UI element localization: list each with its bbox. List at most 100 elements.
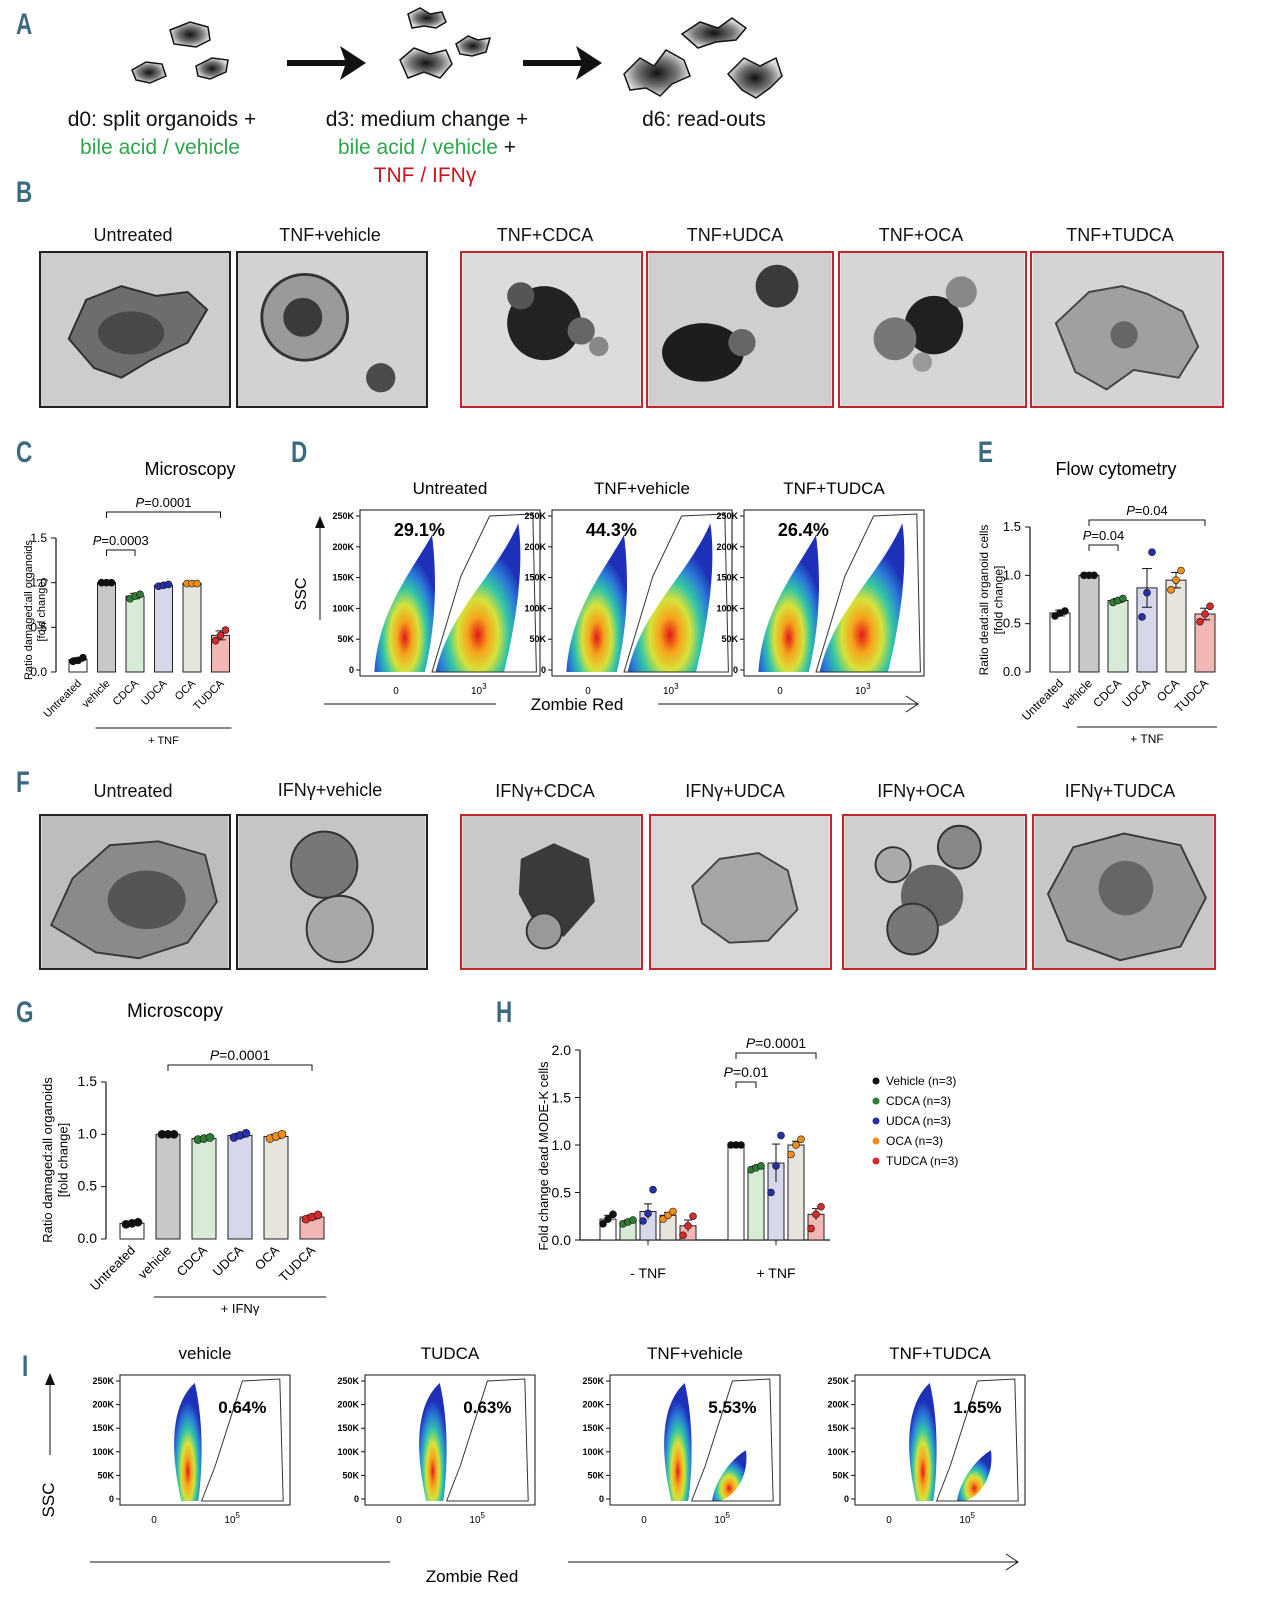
bar	[787, 1144, 805, 1241]
p-value-label: P=0.0001	[746, 1035, 807, 1051]
chart-title: Flow cytometry	[1055, 459, 1176, 479]
panel-label-i: I	[22, 1350, 29, 1383]
arrow-up-icon	[45, 1373, 55, 1385]
x-tick-exponent: 3	[866, 682, 871, 691]
y-tick-label: 0.0	[1003, 664, 1021, 679]
step2-line2-plus: +	[497, 136, 517, 159]
chart-e-flow-cytometry: Flow cytometry Ratio dead:all organoid c…	[977, 459, 1217, 746]
y-tick-label: 0	[541, 665, 546, 675]
panel-label-b: B	[16, 176, 33, 209]
x-tick-base: 10	[714, 1515, 726, 1526]
data-point	[609, 1210, 617, 1219]
y-tick-label: 100K	[827, 1447, 849, 1457]
y-tick-label: 0	[109, 1494, 114, 1504]
p-value-label: P=0.0001	[135, 495, 191, 510]
x-tick-label: 0	[777, 686, 783, 697]
micrograph-f-ifng-oca	[842, 814, 1027, 970]
step2-line3: TNF / IFNγ	[374, 164, 477, 188]
p-value-label: P=0.0003	[93, 533, 149, 548]
bar	[227, 1134, 253, 1240]
flow-plot-title: TNF+vehicle	[594, 479, 690, 498]
p-symbol: P	[210, 1047, 220, 1063]
y-tick-label: 250K	[332, 511, 354, 521]
data-point	[313, 1210, 323, 1220]
p-value-label: P=0.0001	[210, 1047, 271, 1063]
data-point	[629, 1216, 637, 1224]
bar	[747, 1167, 765, 1241]
gate-polygon	[690, 1378, 774, 1502]
organoid-icon	[131, 7, 783, 99]
y-tick-label: 0.5	[78, 1178, 98, 1194]
legend-marker	[872, 1077, 880, 1085]
flow-plot-title: TNF+TUDCA	[783, 479, 885, 498]
p-value-label: P=0.04	[1083, 528, 1125, 543]
step3-label: d6: read-outs	[642, 108, 766, 131]
y-tick-label: 150K	[337, 1423, 359, 1433]
data-point	[807, 1224, 815, 1233]
group-label: + IFNγ	[221, 1301, 260, 1316]
significance-bracket	[106, 549, 136, 556]
y-tick-label: 150K	[92, 1423, 114, 1433]
bar	[263, 1135, 289, 1240]
gate-polygon	[445, 1378, 529, 1502]
data-point	[221, 626, 230, 634]
y-tick-label: 200K	[337, 1400, 359, 1410]
p-value: =0.04	[1091, 528, 1124, 543]
density-population	[957, 1450, 992, 1501]
y-tick-label: 50K	[832, 1470, 849, 1480]
flow-plot-frame	[364, 1374, 536, 1506]
y-axis-label-line: Ratio damaged:all organoids	[23, 539, 35, 680]
step2-line2: bile acid / vehicle +	[338, 136, 516, 160]
density-population	[758, 534, 819, 672]
micro-title-b3: TNF+CDCA	[496, 225, 594, 245]
bar	[97, 582, 116, 673]
micro-title-f3: IFNγ+CDCA	[495, 781, 595, 801]
category-label: vehicle	[135, 1243, 174, 1282]
legend-label: CDCA (n=3)	[886, 1094, 951, 1108]
chart-h-mode-k: Fold change dead MODE-K cells 0.0 0.5 1.0 1…	[536, 1035, 958, 1281]
gate-percentage: 0.63%	[463, 1398, 511, 1417]
density-population	[819, 523, 905, 672]
panel-label-e: E	[978, 436, 994, 469]
panel-label-d: D	[291, 436, 308, 469]
y-tick-label: 200K	[582, 1400, 604, 1410]
x-tick-label: 0	[641, 1515, 647, 1526]
data-point	[812, 1210, 820, 1219]
y-tick-label: 200K	[827, 1400, 849, 1410]
data-point	[164, 580, 173, 589]
gate-polygon	[431, 513, 537, 673]
density-population	[374, 534, 435, 672]
bar	[1078, 574, 1100, 673]
y-tick-label: 200K	[524, 542, 546, 552]
legend-marker	[872, 1137, 880, 1145]
y-axis-label-line: [fold change]	[991, 566, 1005, 635]
data-point	[1138, 613, 1146, 621]
panel-label-g: G	[16, 996, 34, 1029]
bar	[182, 583, 202, 673]
p-symbol: P	[724, 1064, 734, 1080]
x-tick-label: 0	[393, 686, 399, 697]
bar	[1049, 612, 1071, 673]
data-point	[169, 1130, 179, 1139]
data-point	[644, 1209, 652, 1218]
category-label: vehicle	[1059, 676, 1096, 713]
y-tick-label: 200K	[92, 1400, 114, 1410]
y-tick-label: 50K	[97, 1470, 114, 1480]
bar	[1165, 579, 1187, 673]
y-tick-label: 50K	[337, 634, 354, 644]
p-value-label: P=0.04	[1126, 503, 1168, 518]
gate-percentage: 29.1%	[394, 520, 445, 540]
legend-label: UDCA (n=3)	[886, 1114, 951, 1128]
p-value: =0.01	[733, 1064, 769, 1080]
micrograph-b-tnf-cdca	[460, 251, 643, 408]
x-axis-label: Zombie Red	[426, 1567, 519, 1586]
group-label: + TNF	[756, 1265, 795, 1281]
data-point	[659, 1215, 667, 1223]
y-tick-label: 50K	[342, 1470, 359, 1480]
data-point	[133, 1217, 143, 1227]
y-tick-label: 200K	[716, 542, 738, 552]
step1-line2: bile acid / vehicle	[80, 136, 240, 159]
category-label: CDCA	[111, 677, 142, 708]
category-label: Untreated	[1019, 676, 1066, 723]
